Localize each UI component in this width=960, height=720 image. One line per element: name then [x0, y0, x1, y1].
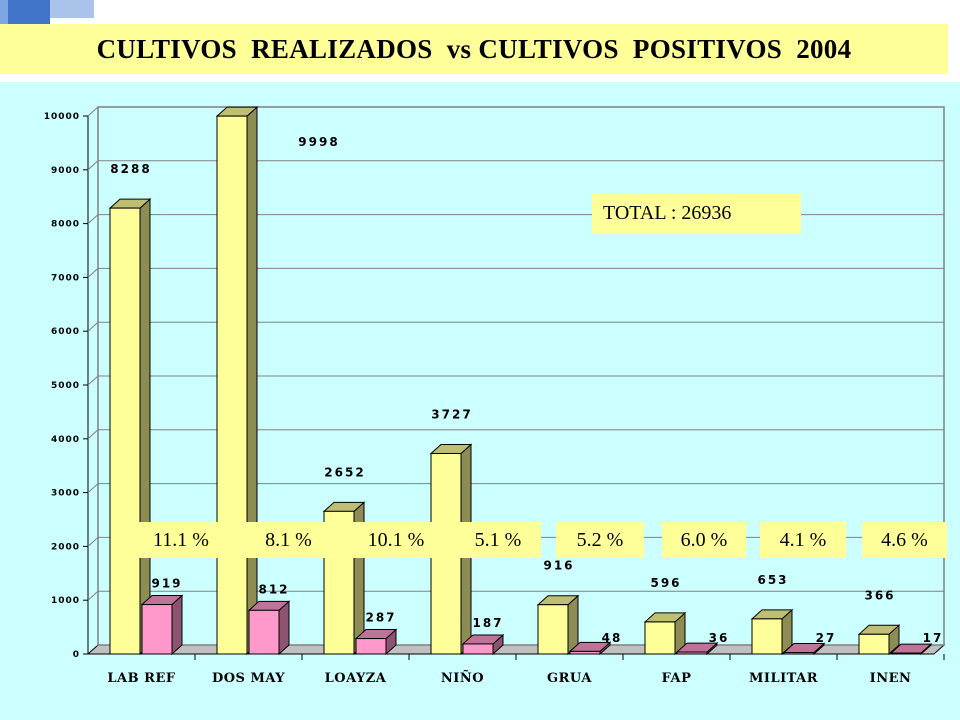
bar-cultivos-side: [139, 197, 151, 656]
percent-label: 10.1 %: [352, 522, 440, 558]
y-tick-label: 1000: [51, 596, 80, 606]
data-label-positivos: 36: [709, 631, 730, 645]
data-label-positivos: 27: [816, 631, 837, 645]
y-tick-label: 7000: [51, 273, 80, 283]
data-label-cultivos: 3727: [431, 407, 472, 421]
percent-label: 4.1 %: [760, 522, 846, 558]
bar-chart: 0 1000 2000 3000 4000 5000 6000 7000 8000 9000 100…: [44, 105, 946, 686]
gridline-diagonal: [87, 106, 99, 117]
title-bar: CULTIVOS REALIZADOS vs CULTIVOS POSITIVO…: [0, 24, 948, 74]
y-tick-label: 5000: [51, 381, 80, 391]
bar-cultivos: [751, 618, 783, 655]
total-label: TOTAL : 26936: [592, 193, 801, 234]
y-tick-label: 2000: [51, 542, 80, 552]
bar-positivos: [248, 609, 280, 655]
x-category-label: LAB REF: [107, 671, 175, 686]
bar-positivos-side: [171, 594, 183, 656]
x-category-label: DOS MAY: [212, 671, 285, 686]
percent-label: 4.6 %: [862, 522, 947, 558]
percent-label: 6.0 %: [662, 522, 746, 558]
data-label-positivos: 919: [151, 577, 182, 591]
data-label-cultivos: 916: [543, 559, 574, 573]
bar-positivos: [569, 650, 601, 655]
gridline-diagonal: [87, 590, 99, 601]
percent-label: 8.1 %: [245, 522, 332, 558]
data-label-cultivos: 653: [757, 573, 788, 587]
x-category-label: INEN: [870, 671, 912, 686]
bar-cultivos: [858, 633, 890, 655]
gridline-diagonal: [87, 483, 99, 493]
x-category-label: NIÑO: [441, 670, 484, 686]
data-label-cultivos: 2652: [324, 465, 365, 479]
bar-cultivos: [109, 207, 141, 655]
y-tick-label: 6000: [51, 327, 80, 337]
x-category-label: LOAYZA: [325, 671, 387, 686]
data-label-positivos: 48: [602, 631, 623, 645]
x-category-label: GRUA: [547, 671, 592, 686]
x-category-label: MILITAR: [749, 671, 818, 686]
gridline-diagonal: [87, 429, 99, 440]
gridline-diagonal: [87, 214, 99, 224]
y-tick-label: 9000: [51, 166, 80, 176]
bar-positivos: [462, 643, 494, 655]
data-label-positivos: 187: [472, 616, 503, 630]
y-tick-label: 4000: [51, 435, 80, 445]
y-tick-label: 0: [73, 650, 80, 660]
bar-cultivos-side: [246, 105, 258, 656]
gridline-diagonal: [87, 160, 99, 171]
bar-cultivos: [644, 621, 676, 655]
x-category-label: FAP: [662, 671, 692, 686]
bar-positivos: [141, 604, 173, 655]
bar-positivos: [890, 652, 922, 655]
data-label-cultivos: 8288: [110, 162, 151, 176]
y-tick-label: 10000: [44, 112, 80, 122]
y-tick-label: 3000: [51, 489, 80, 499]
gridline-diagonal: [87, 375, 99, 386]
gridline-diagonal: [87, 268, 99, 278]
bar-positivos: [783, 652, 815, 655]
percent-label: 5.1 %: [455, 522, 541, 558]
percent-label: 5.2 %: [556, 522, 644, 558]
data-label-cultivos: 596: [650, 576, 681, 590]
data-label-cultivos: 9998: [298, 135, 339, 149]
chart-title: CULTIVOS REALIZADOS vs CULTIVOS POSITIVO…: [96, 33, 852, 64]
bar-positivos: [676, 651, 708, 655]
data-label-positivos: 812: [258, 582, 289, 596]
data-label-positivos: 287: [365, 611, 396, 625]
data-label-cultivos: 366: [864, 588, 895, 602]
gridline-diagonal: [87, 537, 99, 547]
gridline-diagonal: [87, 321, 99, 332]
bar-cultivos: [537, 604, 569, 655]
percent-label: 11.1 %: [137, 522, 225, 558]
y-tick-label: 8000: [51, 220, 80, 230]
bar-cultivos: [216, 115, 248, 655]
data-label-positivos: 17: [923, 631, 944, 645]
bar-positivos: [355, 638, 387, 655]
